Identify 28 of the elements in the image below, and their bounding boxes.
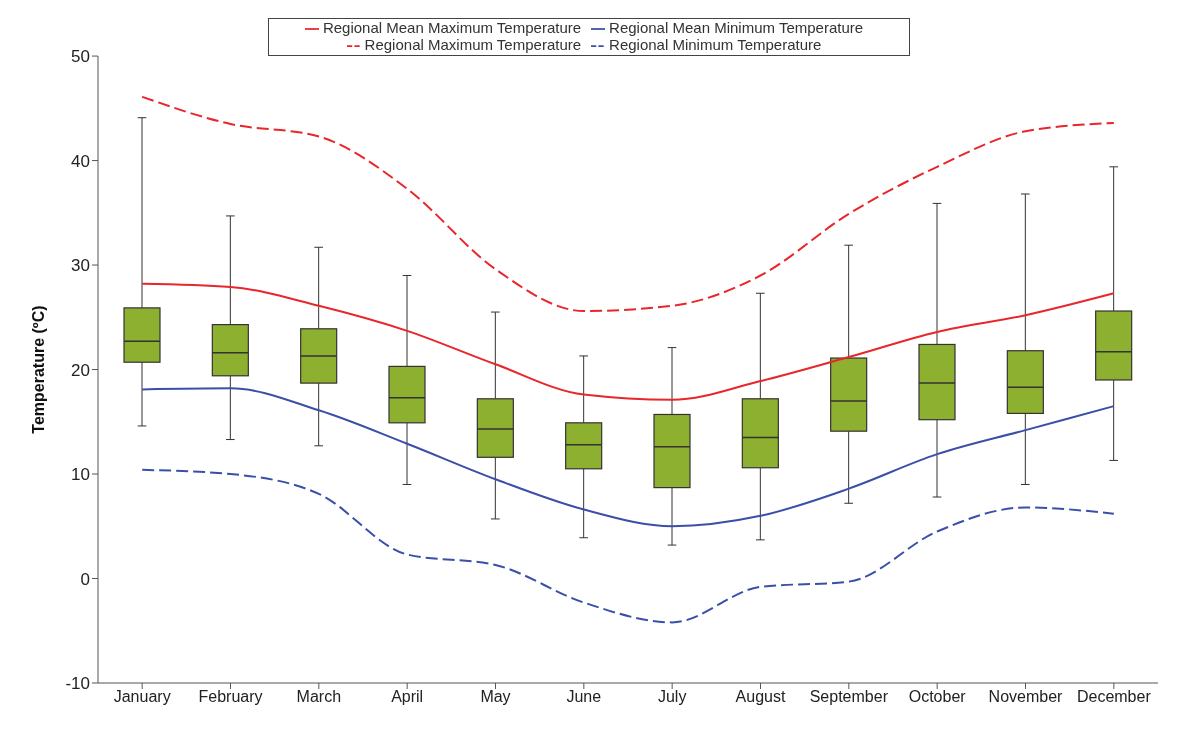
y-axis-title: Temperature (ºC) [29, 305, 47, 434]
y-tick-label: -10 [65, 674, 90, 694]
y-tick-label: 10 [71, 465, 90, 485]
line-series [141, 95, 1115, 313]
x-tick-label: March [296, 688, 342, 706]
y-tick-label: 40 [71, 151, 90, 171]
x-tick-label: January [113, 688, 171, 706]
x-tick-label: September [809, 688, 889, 706]
x-tick-label: February [198, 688, 263, 706]
legend-label: Regional Mean Maximum Temperature [322, 19, 582, 36]
line-series [141, 387, 1115, 528]
x-tick-label: December [1076, 688, 1152, 706]
x-tick-label: July [657, 688, 687, 706]
legend-label: Regional Mean Minimum Temperature [609, 19, 864, 36]
line-series [141, 468, 1115, 624]
y-tick-label: 20 [71, 360, 90, 380]
legend-label: Regional Minimum Temperature [609, 36, 822, 54]
x-tick-label: April [391, 688, 424, 706]
y-tick-label: 0 [80, 569, 90, 589]
legend-label: Regional Maximum Temperature [364, 36, 582, 54]
x-tick-label: June [566, 688, 602, 706]
x-tick-label: May [480, 688, 511, 706]
y-tick-label: 50 [71, 47, 90, 67]
line-series [141, 282, 1115, 401]
x-tick-label: November [988, 688, 1064, 706]
x-tick-label: August [735, 688, 786, 706]
x-tick-label: October [908, 688, 967, 706]
y-tick-label: 30 [71, 256, 90, 276]
